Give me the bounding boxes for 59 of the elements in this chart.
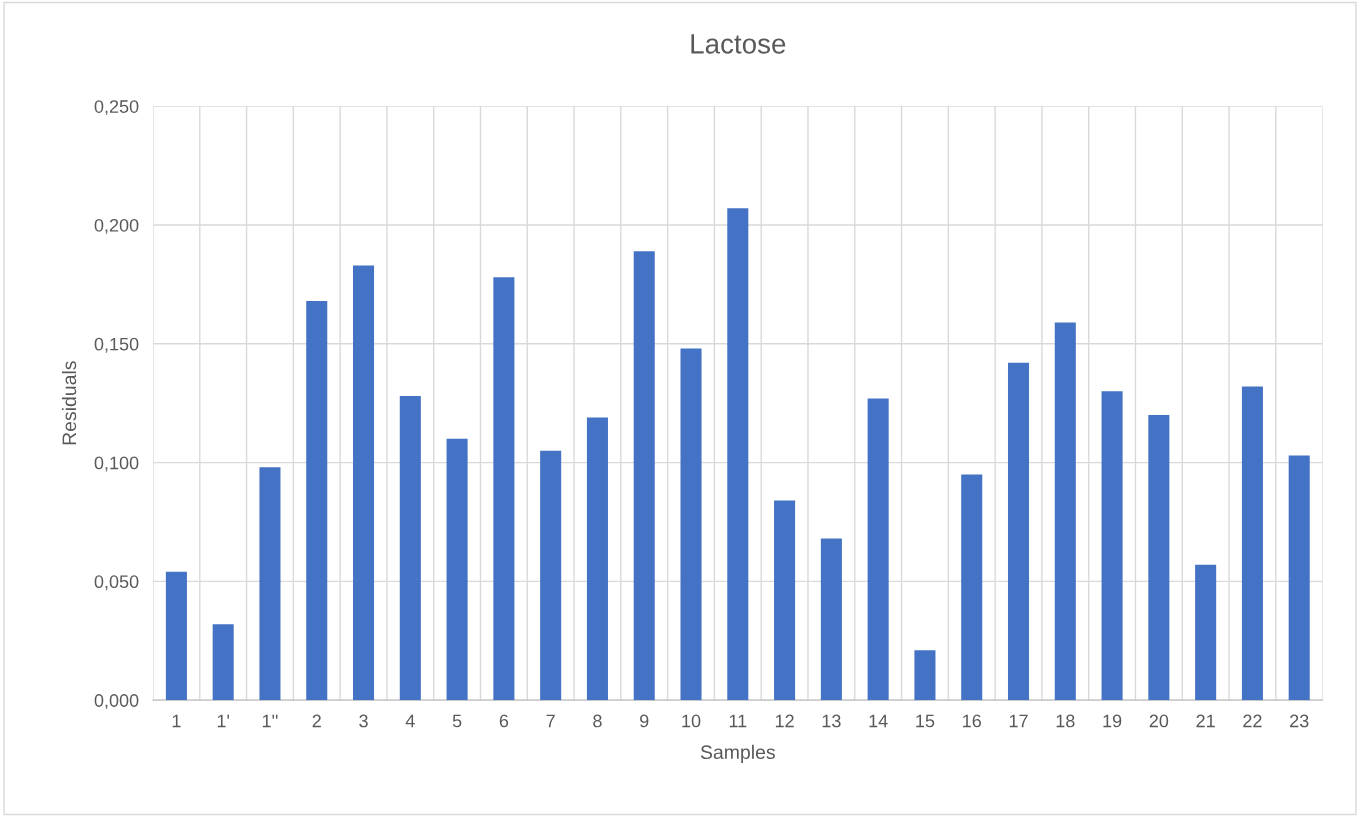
- x-tick-label: 5: [452, 714, 462, 728]
- x-tick-label: 14: [869, 714, 888, 728]
- x-tick-label: 16: [963, 714, 981, 728]
- x-tick-label: 1: [172, 714, 181, 728]
- bar: [1007, 362, 1030, 701]
- x-tick-label: 23: [1290, 714, 1309, 728]
- chart-title: Lactose: [691, 34, 786, 54]
- y-tick-label: 0,050: [94, 575, 139, 591]
- x-tick-label: 12: [775, 714, 794, 728]
- bar: [1148, 415, 1170, 701]
- bar: [1288, 455, 1310, 701]
- x-tick-label: 15: [916, 714, 935, 728]
- x-tick-label: 8: [593, 714, 602, 728]
- bar: [165, 571, 187, 701]
- x-tick-label: 1'': [262, 714, 278, 728]
- bar: [1101, 391, 1123, 701]
- bar: [306, 301, 328, 701]
- bar: [493, 277, 515, 701]
- x-tick-label: 17: [1009, 714, 1028, 728]
- bar: [212, 624, 234, 701]
- x-tick-label: 13: [822, 714, 841, 728]
- bar: [867, 398, 889, 701]
- bar: [680, 348, 702, 701]
- x-tick-label: 20: [1149, 714, 1169, 728]
- y-tick-label: 0,250: [94, 100, 139, 116]
- bar: [961, 474, 983, 701]
- y-tick-label: 0,000: [94, 694, 139, 710]
- x-tick-label: 18: [1056, 714, 1075, 728]
- y-tick-label: 0,200: [94, 218, 139, 234]
- y-axis-title: Residuals: [61, 361, 77, 445]
- bar: [586, 417, 608, 701]
- bar: [774, 500, 796, 701]
- bar: [914, 650, 936, 701]
- x-tick-label: 10: [682, 714, 701, 728]
- bar: [540, 450, 562, 701]
- bar: [727, 208, 749, 701]
- x-tick-label: 2: [312, 714, 321, 728]
- y-tick-label: 0,150: [94, 337, 139, 353]
- x-tick-label: 11: [729, 714, 747, 728]
- bar: [633, 251, 655, 701]
- x-tick-label: 3: [359, 714, 368, 728]
- bar: [1241, 386, 1263, 701]
- x-tick-label: 21: [1196, 714, 1215, 728]
- x-tick-label: 1': [217, 714, 230, 728]
- bar: [820, 538, 842, 701]
- x-tick-label: 9: [640, 714, 649, 728]
- bar: [259, 467, 281, 701]
- bar: [1195, 564, 1217, 701]
- bar: [1054, 322, 1076, 701]
- x-axis-title: Samples: [700, 744, 775, 763]
- bar: [399, 396, 421, 701]
- x-tick-label: 22: [1243, 714, 1262, 728]
- bar: [353, 265, 375, 701]
- x-tick-label: 7: [546, 714, 555, 728]
- x-tick-label: 4: [405, 714, 415, 728]
- x-tick-label: 19: [1103, 714, 1122, 728]
- bar: [446, 438, 468, 701]
- x-tick-label: 6: [499, 714, 509, 728]
- y-tick-label: 0,100: [94, 456, 139, 472]
